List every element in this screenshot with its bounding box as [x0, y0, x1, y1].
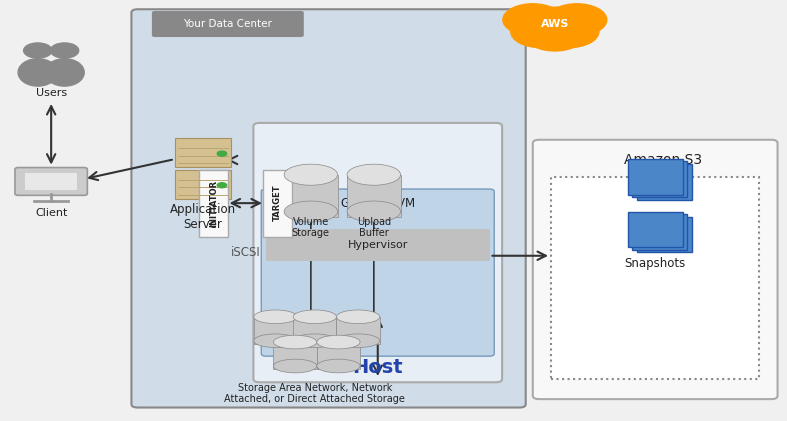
Ellipse shape — [337, 334, 379, 348]
FancyBboxPatch shape — [628, 159, 682, 195]
FancyBboxPatch shape — [199, 170, 228, 237]
Text: Users: Users — [35, 88, 67, 98]
Text: Host: Host — [353, 357, 403, 377]
Ellipse shape — [284, 164, 338, 185]
Ellipse shape — [316, 359, 360, 373]
FancyBboxPatch shape — [632, 162, 687, 197]
Text: TARGET: TARGET — [273, 185, 283, 221]
Circle shape — [50, 43, 79, 58]
Bar — [347, 175, 401, 217]
FancyBboxPatch shape — [266, 229, 490, 261]
Text: Amazon S3: Amazon S3 — [624, 153, 702, 167]
Circle shape — [525, 19, 585, 51]
FancyBboxPatch shape — [15, 168, 87, 195]
Bar — [274, 342, 316, 370]
FancyBboxPatch shape — [551, 177, 759, 379]
Bar — [293, 317, 336, 344]
FancyBboxPatch shape — [253, 123, 502, 382]
Text: INITIATOR: INITIATOR — [209, 180, 218, 226]
FancyBboxPatch shape — [263, 170, 293, 237]
Ellipse shape — [45, 59, 84, 86]
FancyBboxPatch shape — [131, 9, 526, 408]
Circle shape — [217, 183, 227, 188]
Text: Gateway VM: Gateway VM — [341, 197, 415, 210]
FancyBboxPatch shape — [152, 11, 304, 37]
Text: Your Data Center: Your Data Center — [183, 19, 272, 29]
Circle shape — [511, 16, 571, 48]
Bar — [284, 175, 338, 217]
FancyBboxPatch shape — [261, 189, 494, 356]
FancyBboxPatch shape — [175, 138, 231, 167]
Text: Application
Server: Application Server — [170, 203, 236, 231]
FancyBboxPatch shape — [637, 216, 692, 253]
Circle shape — [24, 43, 52, 58]
Ellipse shape — [274, 335, 316, 349]
Ellipse shape — [253, 310, 297, 324]
Text: Storage Area Network, Network
Attached, or Direct Attached Storage: Storage Area Network, Network Attached, … — [224, 383, 405, 405]
Bar — [253, 317, 297, 344]
Text: Volume
Storage: Volume Storage — [292, 216, 330, 238]
Text: iSCSI: iSCSI — [231, 246, 260, 259]
FancyBboxPatch shape — [533, 140, 778, 399]
Ellipse shape — [284, 201, 338, 222]
Bar — [336, 317, 379, 344]
Ellipse shape — [347, 201, 401, 222]
Circle shape — [539, 16, 599, 48]
Ellipse shape — [274, 359, 316, 373]
Bar — [316, 342, 360, 370]
Ellipse shape — [347, 164, 401, 185]
Ellipse shape — [316, 335, 360, 349]
Circle shape — [525, 7, 585, 39]
FancyBboxPatch shape — [637, 164, 692, 200]
Text: Snapshots: Snapshots — [625, 257, 685, 269]
FancyBboxPatch shape — [628, 211, 682, 248]
Ellipse shape — [293, 310, 336, 324]
Circle shape — [503, 4, 563, 36]
Ellipse shape — [293, 334, 336, 348]
Ellipse shape — [337, 310, 379, 324]
Ellipse shape — [18, 59, 57, 86]
Text: AWS: AWS — [541, 19, 569, 29]
Circle shape — [547, 4, 607, 36]
Text: Hypervisor: Hypervisor — [348, 240, 408, 250]
Circle shape — [217, 151, 227, 156]
FancyBboxPatch shape — [175, 170, 231, 199]
FancyBboxPatch shape — [632, 214, 687, 250]
Ellipse shape — [253, 334, 297, 348]
Text: Client: Client — [35, 208, 68, 218]
FancyBboxPatch shape — [25, 173, 77, 190]
Text: Upload
Buffer: Upload Buffer — [357, 216, 391, 238]
